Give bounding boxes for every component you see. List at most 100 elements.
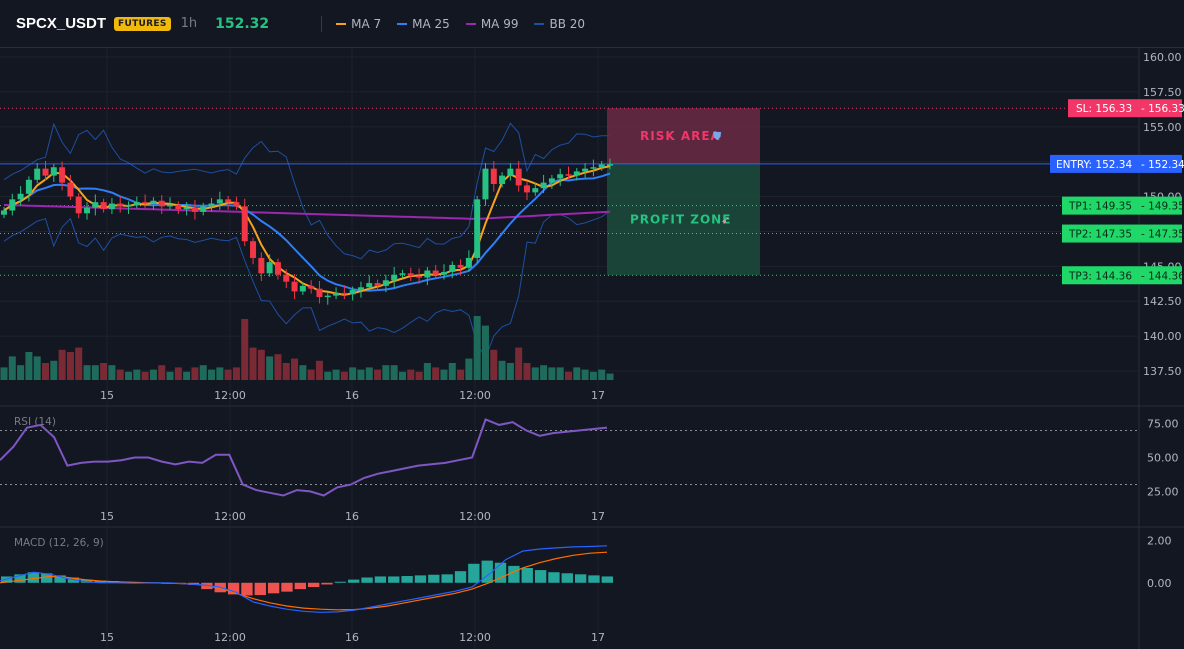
macd-histogram-bar xyxy=(441,574,453,583)
volume-bar xyxy=(390,365,398,380)
volume-bar xyxy=(457,369,465,380)
tp3-tag-label: TP3: 144.36 xyxy=(1068,270,1132,282)
volume-bar xyxy=(340,371,348,380)
legend-ma99[interactable]: MA 99 xyxy=(465,16,519,31)
rocket-icon: ➶ xyxy=(721,214,730,227)
macd-histogram-bar xyxy=(401,576,413,583)
macd-histogram-bar xyxy=(508,565,520,583)
price-tick-label: 155.00 xyxy=(1143,121,1182,134)
legend-ma7[interactable]: MA 7 xyxy=(336,17,381,31)
candle-body xyxy=(598,164,605,168)
volume-bar xyxy=(589,371,597,380)
candle-body xyxy=(490,168,497,184)
candle-body xyxy=(175,204,182,210)
candle-body xyxy=(250,241,257,258)
volume-bar xyxy=(531,367,539,380)
tp2-tag-label: TP2: 147.35 xyxy=(1068,229,1132,241)
volume-bar xyxy=(241,319,249,380)
candle-body xyxy=(42,168,49,176)
candles xyxy=(1,158,613,305)
bb-lower-line xyxy=(3,210,611,360)
profit-zone[interactable] xyxy=(607,163,760,276)
macd-histogram-bar xyxy=(14,574,26,583)
rsi-tick-label: 75.00 xyxy=(1147,418,1179,431)
macd-histogram-bar xyxy=(308,582,320,587)
candle-body xyxy=(67,182,74,197)
legend-ma25[interactable]: MA 25 xyxy=(397,17,450,31)
time-axis[interactable]: 15 12:00 16 12:00 17 15 12:00 16 12:00 17 15 12:00 1… xyxy=(100,389,605,644)
volume-bar xyxy=(374,369,382,380)
macd-histogram-bar xyxy=(388,576,400,583)
candle-body xyxy=(84,207,91,214)
rsi-title: RSI (14) xyxy=(14,416,56,428)
candle-body xyxy=(565,174,572,176)
candle-body xyxy=(333,292,340,296)
candle-body xyxy=(573,171,580,176)
macd-histogram-bar xyxy=(494,562,507,583)
grid-lines xyxy=(0,48,1139,649)
candle-body xyxy=(266,262,273,274)
candle-body xyxy=(416,276,423,278)
candle-body xyxy=(507,168,514,176)
time-tick-label: 12:00 xyxy=(459,631,491,644)
volume-bar xyxy=(415,371,423,380)
volume-bar xyxy=(282,363,290,380)
volume-bar xyxy=(125,371,133,380)
symbol-name[interactable]: SPCX_USDT xyxy=(16,15,107,32)
sl-tag[interactable]: SL: 156.33 - 156.33 xyxy=(1068,99,1184,118)
tp1-tag[interactable]: TP1: 149.35 - 149.35 xyxy=(1062,196,1184,215)
volume-bar xyxy=(398,371,406,380)
candle-body xyxy=(291,281,298,292)
legend-bb20[interactable]: BB 20 xyxy=(534,17,585,31)
volume-bar xyxy=(183,371,191,380)
candle-body xyxy=(283,274,290,282)
risk-area-zone[interactable] xyxy=(607,108,760,164)
macd-pane[interactable]: 2.00 0.00 xyxy=(0,535,1172,613)
tp2-tag[interactable]: TP2: 147.35 - 147.35 xyxy=(1062,224,1184,243)
candle-body xyxy=(316,288,323,298)
time-tick-label: 17 xyxy=(591,389,605,402)
volume-bar xyxy=(598,369,606,380)
candle-body xyxy=(523,185,530,193)
volume-bar xyxy=(191,367,199,380)
candle-body xyxy=(590,167,597,169)
time-tick-label: 16 xyxy=(345,389,359,402)
macd-histogram-bar xyxy=(428,574,440,583)
macd-tick-label: 0.00 xyxy=(1147,577,1172,590)
legend-label: MA 99 xyxy=(480,16,519,31)
macd-histogram-bar xyxy=(521,568,533,583)
timeframe-label[interactable]: 1h xyxy=(180,16,198,31)
volume-bar xyxy=(490,349,498,380)
volume-bar xyxy=(66,352,74,380)
top-bar: SPCX_USDT FUTURES 1h 152.32 MA 7 MA 25 M… xyxy=(0,0,1184,48)
volume-bar xyxy=(33,356,41,380)
price-tick-label: 137.50 xyxy=(1143,365,1182,378)
entry-tag[interactable]: ENTRY: 152.34 - 152.34 xyxy=(1050,154,1184,173)
rsi-tick-label: 50.00 xyxy=(1147,452,1179,465)
volume-bar xyxy=(423,363,431,380)
volume-bar xyxy=(440,369,448,380)
candle-body xyxy=(158,200,165,207)
volume-bar xyxy=(556,367,564,380)
macd-histogram-bar xyxy=(481,560,493,583)
candle-body xyxy=(540,182,547,189)
macd-histogram-bar xyxy=(81,579,93,583)
entry-tag-value: - 152.34 xyxy=(1141,159,1184,171)
tp3-tag-value: - 144.36 xyxy=(1141,270,1184,282)
rsi-pane[interactable]: 75.00 50.00 25.00 xyxy=(0,418,1179,499)
candle-body xyxy=(299,285,306,292)
volume-bar xyxy=(315,360,323,380)
candle-body xyxy=(449,264,456,272)
volume-bar xyxy=(465,358,473,380)
time-tick-label: 12:00 xyxy=(459,510,491,523)
candle-body xyxy=(374,283,381,286)
time-tick-label: 17 xyxy=(591,510,605,523)
tp3-tag[interactable]: TP3: 144.36 - 144.36 xyxy=(1062,266,1184,285)
candle-body xyxy=(391,274,398,281)
candle-body xyxy=(125,204,132,207)
candle-body xyxy=(150,200,157,204)
volume-bar xyxy=(606,373,614,380)
candle-body xyxy=(167,204,174,207)
candle-body xyxy=(142,202,149,204)
